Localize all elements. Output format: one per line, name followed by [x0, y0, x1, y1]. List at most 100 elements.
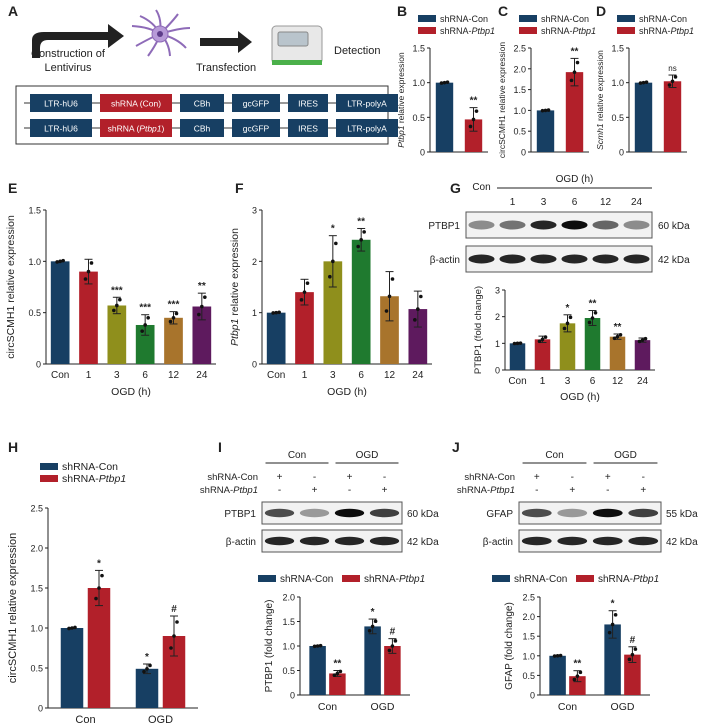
blot-band — [468, 254, 495, 264]
x-tick-label: OGD — [148, 714, 173, 726]
data-point — [643, 336, 648, 341]
western-cond-sign: - — [348, 485, 351, 496]
construct-con-element: CBh — [194, 99, 211, 109]
y-axis-label: PTBP1 (fold change) — [473, 286, 484, 374]
blot-band — [264, 536, 295, 546]
western-cond-sign: + — [534, 472, 540, 483]
y-tick-label: 1.5 — [611, 44, 624, 54]
legend-label-con: shRNA-Con — [440, 14, 488, 24]
data-point — [445, 80, 450, 84]
data-point — [569, 78, 574, 83]
western-cond-label: shRNA-Ptbp1 — [457, 485, 515, 496]
y-tick-label: 0 — [495, 366, 500, 376]
data-point — [555, 654, 560, 658]
western-kda-label: 60 kDa — [658, 221, 690, 232]
chart-C: 0 0.5 1.0 1.5 2.0 2.5 circSCMH1 relative expre… — [497, 42, 589, 158]
data-point — [641, 80, 646, 85]
data-point — [203, 295, 207, 299]
bar — [309, 646, 326, 695]
bar — [604, 624, 621, 695]
y-tick-label: 0 — [530, 691, 535, 701]
chart-E: 0 0.5 1.0 1.5 circSCMH1 relative expression C… — [5, 206, 216, 398]
construct-ptbp1-box — [30, 119, 92, 137]
blot-band — [561, 220, 588, 230]
y-tick-label: 2.0 — [513, 64, 526, 74]
legend-label-con: shRNA-Con — [280, 574, 333, 585]
data-point — [175, 620, 179, 624]
y-tick-label: 1.0 — [412, 78, 425, 88]
data-point — [143, 323, 147, 327]
data-point — [612, 336, 617, 341]
y-tick-label: 0 — [420, 148, 425, 158]
significance-label: # — [630, 635, 636, 646]
western-protein-label: β-actin — [430, 255, 460, 266]
data-point — [543, 108, 548, 113]
blot-band — [623, 220, 650, 230]
arrow-icon — [200, 31, 252, 53]
blot-band — [499, 254, 526, 264]
legend-label-con: shRNA-Con — [62, 461, 118, 473]
blot-frame — [261, 501, 403, 525]
y-tick-label: 1.0 — [611, 78, 624, 88]
data-point — [338, 669, 343, 674]
legend-swatch-ptbp1 — [617, 27, 635, 34]
legend-label-ptbp1: shRNA-Ptbp1 — [598, 574, 659, 585]
construct-ptbp1-element: CBh — [194, 124, 211, 134]
bar — [364, 626, 381, 695]
data-point — [562, 326, 567, 331]
bar — [408, 309, 428, 364]
step-construction-label: Construction of — [31, 48, 106, 60]
significance-label: ** — [198, 281, 206, 292]
data-point — [393, 639, 398, 643]
bar — [79, 271, 98, 364]
x-tick-label: OGD — [611, 701, 635, 713]
x-tick-label: Con — [508, 376, 526, 387]
construct-con-box — [180, 94, 224, 112]
y-tick-label: 0 — [290, 691, 295, 701]
blot-band — [334, 536, 365, 546]
y-tick-label: 0 — [38, 704, 43, 714]
panel-label-D: D — [596, 3, 606, 19]
chart-D: 0 0.5 1.0 1.5 Scmh1 relative expression ns — [595, 44, 687, 158]
x-tick-label: Con — [267, 370, 285, 381]
western-lane-label: 12 — [600, 197, 612, 208]
western-lane-label: 3 — [541, 197, 547, 208]
significance-label: # — [390, 627, 396, 638]
bar — [107, 305, 127, 364]
western-lane-label: 24 — [631, 197, 643, 208]
y-tick-label: 3 — [252, 206, 257, 216]
data-point — [145, 667, 149, 671]
construct-frame — [15, 85, 389, 145]
significance-label: ** — [470, 96, 478, 107]
legend-swatch-con — [258, 575, 276, 582]
y-tick-label: 0 — [619, 148, 624, 158]
significance-label: ** — [589, 299, 597, 310]
y-tick-label: 1 — [495, 339, 500, 349]
data-point — [148, 663, 152, 668]
construct-ptbp1-element: LTR-hU6 — [44, 124, 78, 134]
data-point — [468, 124, 473, 129]
significance-label: *** — [111, 285, 123, 296]
construct-ptbp1-box — [288, 119, 328, 137]
data-point — [590, 316, 595, 320]
data-point — [442, 80, 447, 85]
y-axis-label: Ptbp1 relative expression — [229, 228, 241, 346]
panel-label-F: F — [235, 180, 244, 196]
blot-band — [628, 536, 659, 546]
legend-label-ptbp1: shRNA-Ptbp1 — [364, 574, 425, 585]
construct-ptbp1-box — [100, 119, 172, 137]
x-tick-label: OGD — [371, 701, 395, 713]
construct-con-box — [30, 94, 92, 112]
significance-label: * — [566, 303, 570, 314]
y-tick-label: 2.0 — [282, 593, 295, 603]
y-tick-label: 1.5 — [28, 206, 41, 216]
legend-label-con: shRNA-Con — [514, 574, 567, 585]
data-point — [515, 341, 520, 346]
bar — [634, 82, 653, 152]
western-cond-sign: + — [277, 472, 283, 483]
western-cond-sign: - — [278, 485, 281, 496]
western-protein-label: PTBP1 — [224, 509, 256, 520]
data-point — [387, 648, 392, 653]
blot-band — [561, 254, 588, 264]
